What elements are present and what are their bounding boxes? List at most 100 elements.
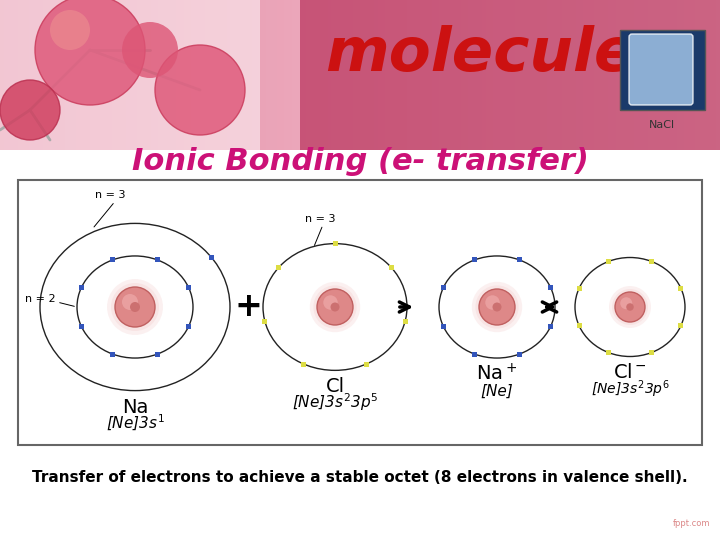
Bar — [61, 0, 65, 150]
Bar — [331, 0, 335, 150]
Bar — [29, 0, 32, 150]
Bar — [302, 0, 306, 150]
Bar — [58, 0, 61, 150]
Bar — [616, 0, 619, 150]
Bar — [396, 0, 400, 150]
Bar — [166, 0, 169, 150]
Bar — [191, 0, 194, 150]
Bar — [626, 0, 630, 150]
Bar — [425, 0, 428, 150]
Circle shape — [485, 295, 500, 310]
Circle shape — [609, 286, 651, 328]
Bar — [47, 0, 50, 150]
Bar — [515, 0, 518, 150]
Bar — [641, 0, 644, 150]
Bar — [288, 0, 292, 150]
Bar — [407, 0, 410, 150]
Bar — [79, 324, 84, 329]
Bar — [569, 0, 572, 150]
Bar — [234, 0, 238, 150]
Bar — [11, 0, 14, 150]
Bar — [554, 0, 558, 150]
Bar — [133, 0, 137, 150]
Bar — [558, 0, 562, 150]
Bar — [360, 0, 364, 150]
Bar — [173, 0, 176, 150]
Bar — [565, 0, 569, 150]
Circle shape — [155, 45, 245, 135]
Bar — [548, 285, 553, 290]
Circle shape — [612, 289, 648, 325]
Bar — [649, 350, 654, 355]
Bar — [493, 0, 497, 150]
Bar — [184, 0, 187, 150]
Bar — [101, 0, 104, 150]
Bar — [450, 0, 454, 150]
Bar — [108, 0, 112, 150]
Text: [Ne]3$s^2$3$p^5$: [Ne]3$s^2$3$p^5$ — [292, 392, 378, 413]
Bar — [18, 0, 22, 150]
Bar — [410, 0, 414, 150]
Bar — [562, 0, 565, 150]
Bar — [389, 0, 392, 150]
Bar — [540, 0, 544, 150]
Bar — [659, 0, 662, 150]
Text: Ionic Bonding (e- transfer): Ionic Bonding (e- transfer) — [132, 147, 588, 177]
Bar — [662, 0, 666, 150]
Bar — [441, 285, 446, 290]
Bar — [695, 0, 698, 150]
Bar — [263, 0, 266, 150]
Bar — [72, 0, 76, 150]
Bar — [511, 0, 515, 150]
Bar — [529, 0, 533, 150]
Bar — [418, 0, 421, 150]
Bar — [367, 0, 371, 150]
Bar — [518, 0, 522, 150]
Bar — [320, 0, 324, 150]
Bar — [151, 0, 155, 150]
Bar — [713, 0, 716, 150]
Bar — [301, 362, 306, 367]
Circle shape — [111, 283, 159, 331]
Bar — [270, 0, 274, 150]
Bar — [637, 0, 641, 150]
Bar — [439, 0, 443, 150]
Bar — [299, 0, 302, 150]
Bar — [186, 324, 191, 329]
Bar — [461, 0, 464, 150]
Bar — [245, 0, 248, 150]
Bar — [248, 0, 252, 150]
Bar — [54, 0, 58, 150]
Bar — [673, 0, 677, 150]
Bar — [598, 0, 601, 150]
Bar — [50, 0, 54, 150]
Text: n = 2: n = 2 — [25, 294, 55, 304]
Circle shape — [122, 22, 178, 78]
Bar — [389, 265, 394, 270]
Bar — [112, 0, 115, 150]
Bar — [210, 255, 215, 260]
Bar — [400, 0, 403, 150]
Bar — [472, 258, 477, 262]
Bar — [79, 285, 84, 290]
Bar — [205, 0, 209, 150]
Bar — [709, 0, 713, 150]
Bar — [479, 0, 482, 150]
Bar — [680, 0, 684, 150]
Bar — [155, 258, 160, 262]
Bar — [86, 0, 90, 150]
Bar — [148, 0, 151, 150]
Bar — [428, 0, 432, 150]
Bar — [688, 0, 691, 150]
Circle shape — [323, 295, 338, 310]
Bar — [284, 0, 288, 150]
Bar — [220, 0, 223, 150]
Bar — [606, 350, 611, 355]
Bar — [158, 0, 162, 150]
Bar — [252, 0, 256, 150]
Bar — [241, 0, 245, 150]
Bar — [262, 319, 267, 323]
Circle shape — [317, 289, 353, 325]
Text: NaCl: NaCl — [649, 120, 675, 130]
Bar — [4, 0, 7, 150]
